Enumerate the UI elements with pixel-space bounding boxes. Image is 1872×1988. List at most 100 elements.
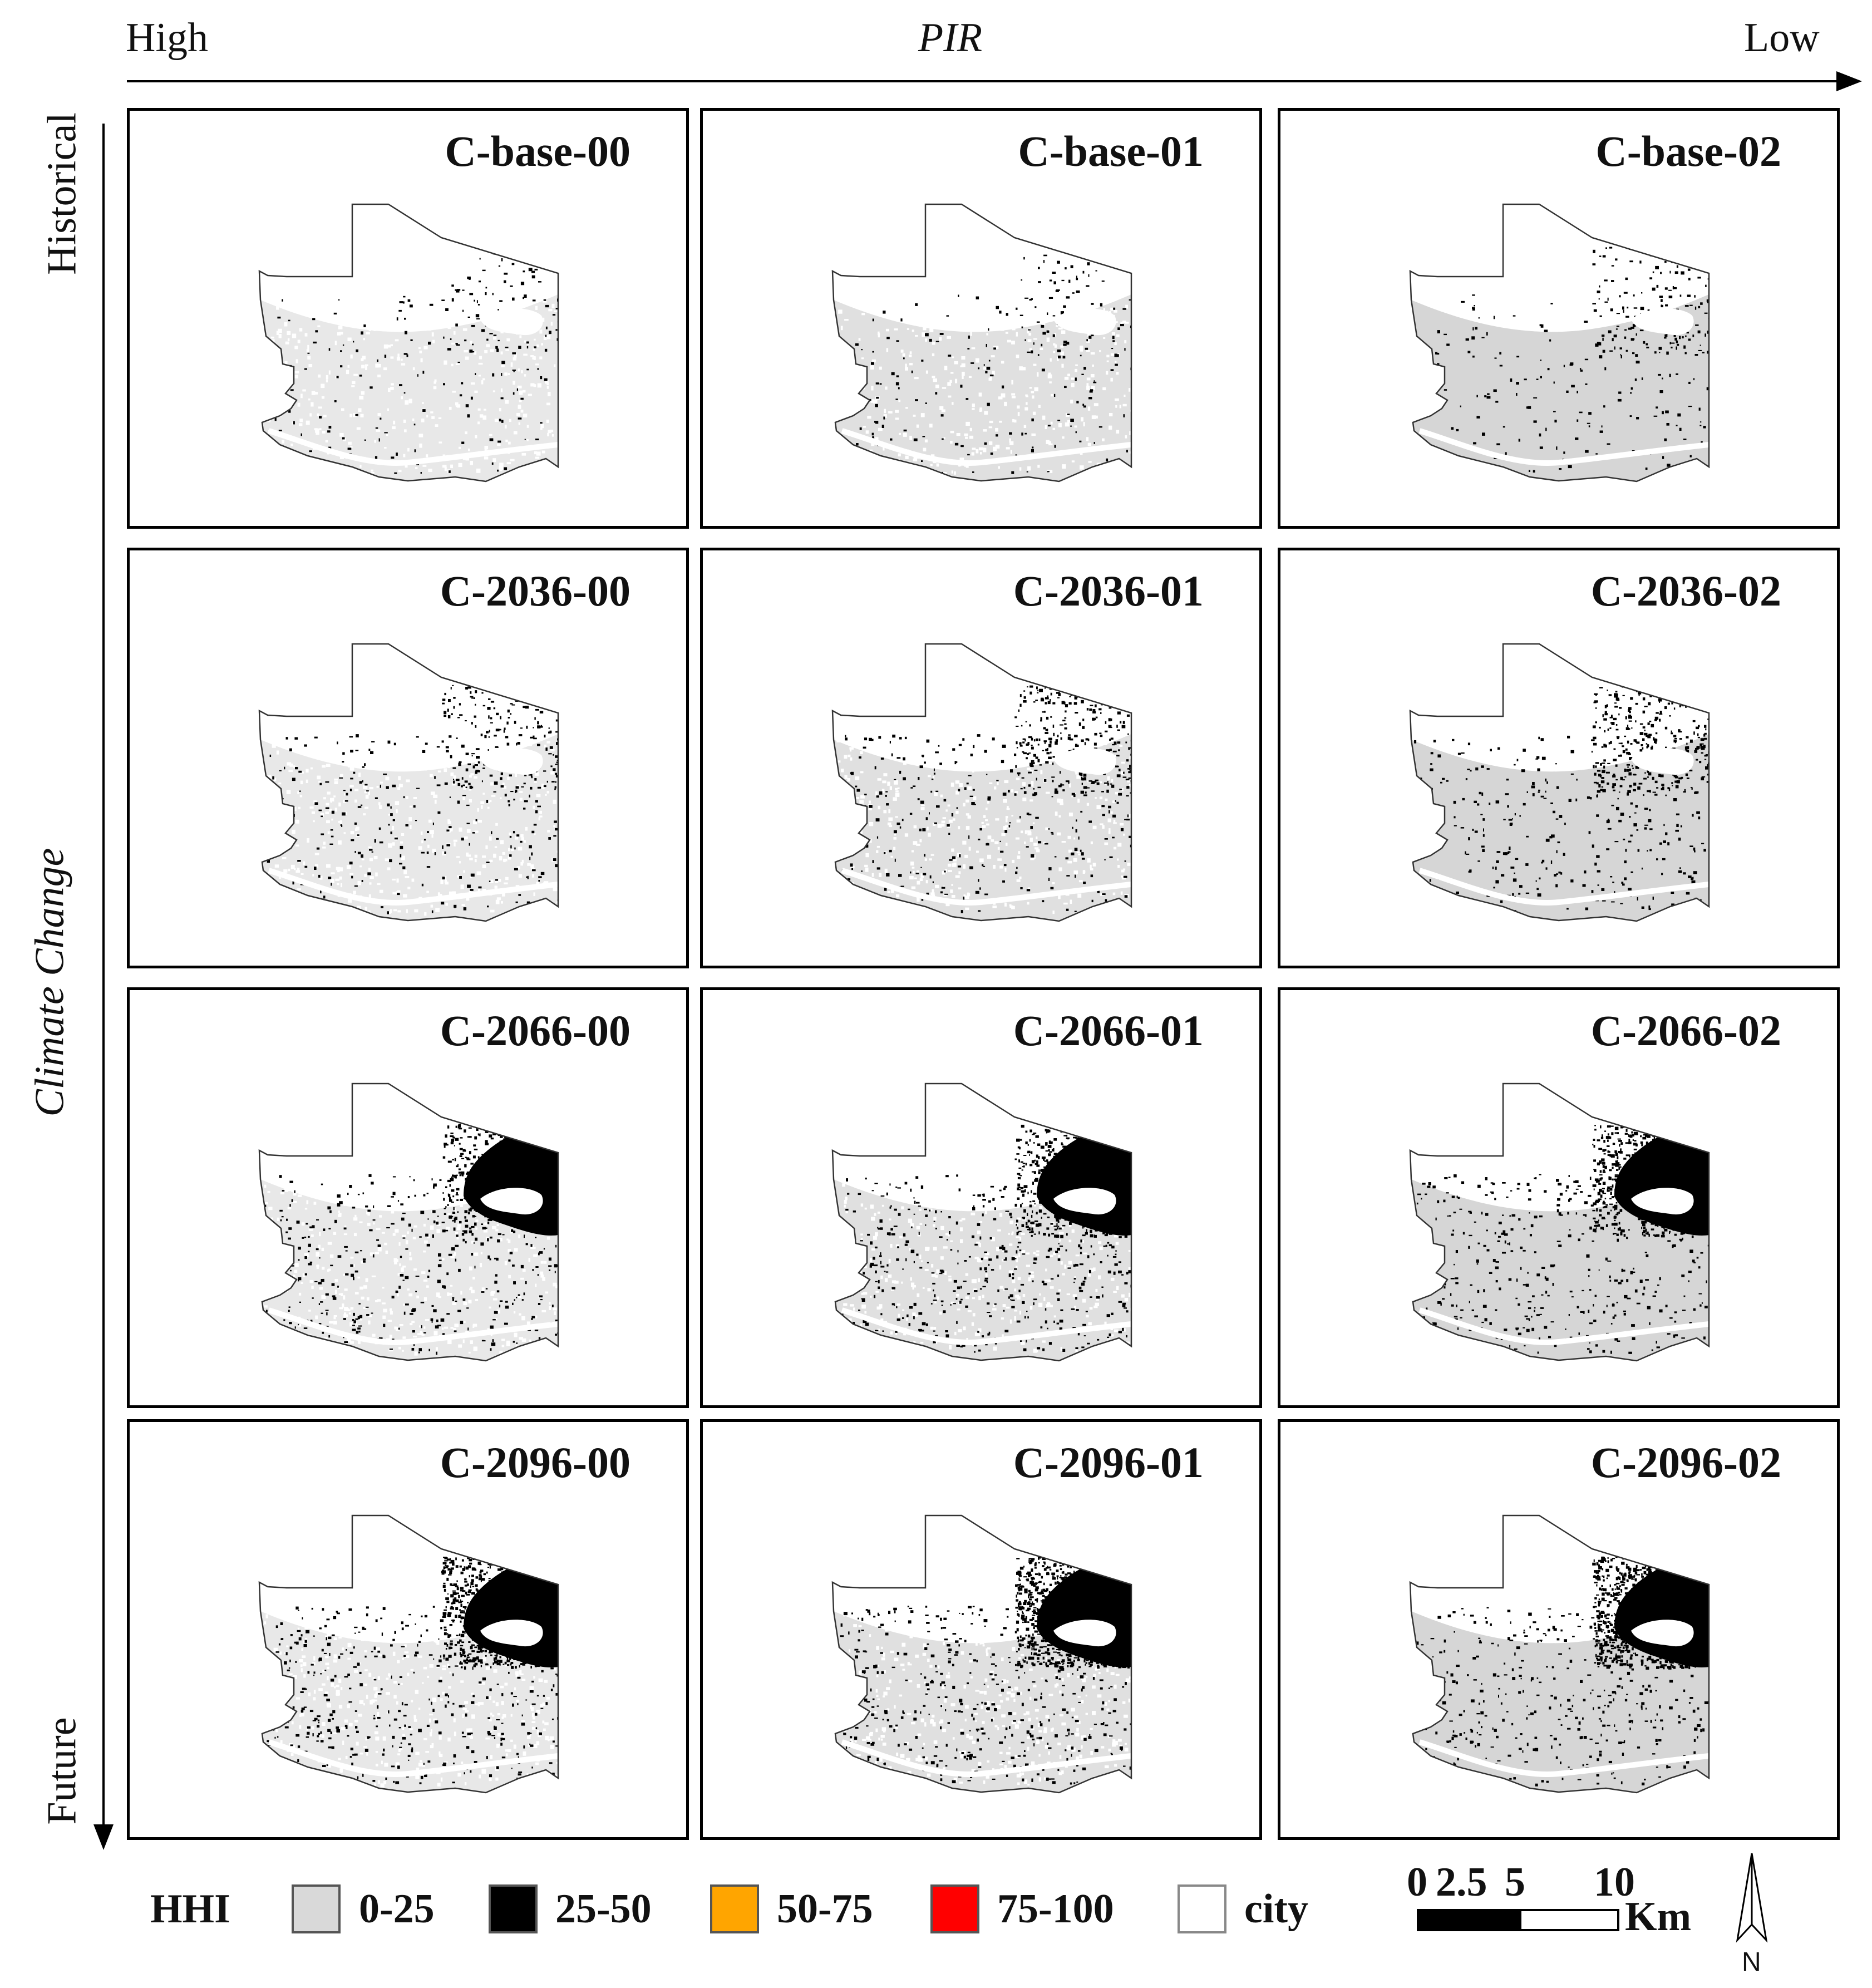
hhi-class-25-50-speck bbox=[1031, 449, 1034, 452]
hhi-class-25-50-speck bbox=[1642, 747, 1644, 750]
hhi-class-25-50-speck bbox=[1081, 852, 1084, 856]
city-speck bbox=[1077, 798, 1080, 803]
hhi-class-25-50-speck bbox=[869, 737, 872, 741]
hhi-class-25-50-speck bbox=[481, 780, 483, 783]
city-speck bbox=[334, 808, 338, 812]
hhi-class-25-50-speck bbox=[1043, 779, 1047, 782]
city-speck bbox=[913, 841, 918, 845]
city-speck bbox=[330, 798, 334, 802]
hhi-class-25-50-speck bbox=[513, 370, 515, 372]
hhi-class-25-50-speck bbox=[432, 823, 434, 825]
city-speck bbox=[878, 805, 881, 810]
city-speck bbox=[359, 1286, 363, 1290]
city-speck bbox=[550, 771, 554, 775]
city-speck bbox=[1082, 870, 1085, 874]
hhi-class-25-50-speck bbox=[1634, 378, 1637, 381]
city-speck bbox=[919, 878, 923, 881]
hhi-class-25-50-speck bbox=[889, 849, 892, 853]
city-speck bbox=[997, 858, 1002, 861]
hhi-class-25-50-speck bbox=[1444, 389, 1447, 391]
city-speck bbox=[845, 468, 848, 471]
hhi-class-25-50-speck bbox=[1622, 750, 1625, 754]
city-speck bbox=[978, 447, 983, 451]
hhi-class-25-50-speck bbox=[1080, 772, 1083, 776]
hhi-class-25-50-speck bbox=[340, 365, 343, 368]
city-speck bbox=[319, 1287, 323, 1290]
hhi-class-25-50-speck bbox=[919, 828, 922, 831]
hhi-class-25-50-speck bbox=[462, 784, 465, 786]
city-speck bbox=[363, 1307, 367, 1309]
hhi-class-25-50-speck bbox=[477, 304, 480, 306]
city-speck bbox=[385, 1188, 387, 1193]
city-speck bbox=[1004, 780, 1009, 784]
city-speck bbox=[1077, 295, 1080, 298]
city-speck bbox=[885, 328, 889, 332]
city-speck bbox=[360, 414, 364, 417]
hhi-class-25-50-speck bbox=[1704, 312, 1708, 314]
hhi-class-25-50-speck bbox=[1091, 303, 1094, 305]
hhi-class-25-50-speck bbox=[1644, 808, 1648, 810]
hhi-class-25-50-speck bbox=[1659, 390, 1663, 393]
hhi-class-25-50-speck bbox=[493, 791, 496, 793]
city-speck bbox=[405, 876, 410, 878]
hhi-class-25-50-speck bbox=[437, 1216, 439, 1217]
city-speck bbox=[467, 318, 470, 320]
hhi-class-25-50-speck bbox=[456, 344, 460, 346]
city-speck bbox=[389, 1335, 392, 1339]
hhi-class-25-50-speck bbox=[1679, 908, 1683, 911]
hhi-class-25-50-speck bbox=[1630, 834, 1633, 836]
city-speck bbox=[504, 425, 507, 429]
city-speck bbox=[435, 908, 440, 912]
city-speck bbox=[384, 447, 387, 449]
city-speck bbox=[850, 865, 855, 869]
city-speck bbox=[295, 1263, 299, 1267]
hhi-class-25-50-speck bbox=[935, 751, 939, 754]
hhi-class-25-50-speck bbox=[489, 1126, 491, 1129]
city-speck bbox=[1045, 298, 1048, 303]
hhi-class-25-50-speck bbox=[1705, 766, 1708, 770]
hhi-class-25-50-speck bbox=[452, 767, 456, 769]
city-speck bbox=[319, 428, 322, 431]
hhi-class-25-50-speck bbox=[1627, 766, 1629, 768]
city-speck bbox=[537, 383, 541, 388]
hhi-class-25-50-speck bbox=[352, 1207, 356, 1209]
city-speck bbox=[365, 1278, 368, 1282]
city-speck bbox=[375, 363, 379, 368]
city-speck bbox=[507, 776, 510, 780]
hhi-class-25-50-speck bbox=[1516, 382, 1519, 385]
hhi-class-25-50-speck bbox=[1568, 799, 1572, 802]
hhi-class-25-50-speck bbox=[469, 843, 470, 846]
city-speck bbox=[927, 826, 929, 831]
hhi-class-25-50-speck bbox=[1078, 772, 1081, 776]
hhi-class-25-50-speck bbox=[540, 872, 545, 875]
lake bbox=[1053, 748, 1116, 775]
city-speck bbox=[533, 347, 535, 351]
hhi-class-25-50-speck bbox=[1048, 867, 1052, 870]
city-speck bbox=[1011, 396, 1016, 398]
city-speck bbox=[1026, 402, 1028, 405]
hhi-class-25-50-speck bbox=[497, 309, 499, 311]
city-speck bbox=[267, 1273, 270, 1276]
city-speck bbox=[940, 823, 945, 827]
hhi-class-25-50-speck bbox=[368, 749, 371, 751]
city-speck bbox=[942, 387, 947, 389]
hhi-class-25-50-speck bbox=[1057, 260, 1060, 264]
hhi-class-25-50-speck bbox=[550, 690, 552, 693]
hhi-class-25-50-speck bbox=[1635, 720, 1637, 722]
hhi-class-25-50-speck bbox=[555, 1333, 558, 1336]
city-speck bbox=[325, 440, 328, 442]
city-speck bbox=[401, 396, 403, 400]
hhi-class-25-50-speck bbox=[436, 1319, 439, 1322]
hhi-class-25-50-speck bbox=[413, 1344, 415, 1346]
city-speck bbox=[895, 790, 899, 793]
hhi-class-25-50-speck bbox=[1601, 777, 1604, 779]
hhi-class-25-50-speck bbox=[439, 1179, 442, 1181]
city-speck bbox=[958, 826, 960, 830]
city-speck bbox=[376, 786, 379, 788]
hhi-class-25-50-speck bbox=[1653, 686, 1654, 690]
city-speck bbox=[283, 301, 287, 304]
hhi-class-25-50-speck bbox=[461, 441, 465, 444]
hhi-class-25-50-speck bbox=[1114, 698, 1117, 702]
city-speck bbox=[368, 791, 370, 795]
city-speck bbox=[1119, 912, 1121, 916]
